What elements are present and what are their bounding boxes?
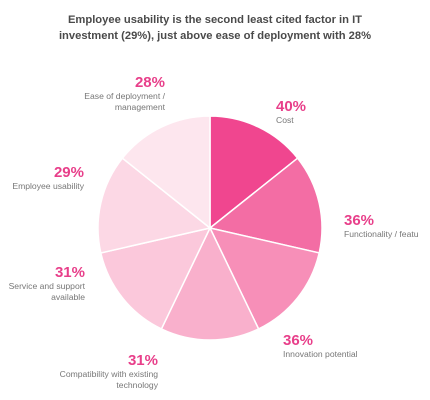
- slice-text-cost: Cost: [276, 115, 294, 125]
- pie-slice-usability: [97, 157, 212, 254]
- pie-slice-cost: [209, 115, 299, 230]
- pie-slice-innovation: [208, 226, 321, 330]
- slice-label-functionality: 36% Functionality / featu: [344, 212, 419, 240]
- chart-title-line-1: Employee usability is the second least c…: [67, 14, 363, 26]
- slice-text-service-line-1: Service and support: [8, 281, 85, 291]
- slice-text-innovation: Innovation potential: [283, 349, 358, 359]
- slice-text-usability: Employee usability: [12, 181, 84, 191]
- pie-slice-ease: [121, 115, 211, 230]
- chart-title-line-2: investment (29%), just above ease of dep…: [58, 30, 372, 42]
- slice-label-innovation: 36% Innovation potential: [283, 332, 358, 360]
- slice-pct-usability: 29%: [53, 164, 84, 181]
- slice-pct-cost: 40%: [276, 98, 307, 115]
- chart-title: Employee usability is the second least c…: [10, 12, 420, 44]
- slice-text-service-line-2: available: [51, 291, 85, 302]
- slice-label-compatibility: 31% Compatibility with existing technolo…: [60, 352, 158, 390]
- slice-label-service: 31% Service and support available: [9, 264, 85, 302]
- slice-pct-service: 31%: [54, 264, 85, 281]
- slice-text-compatibility-line-2: technology: [116, 379, 158, 390]
- pie-slice-functionality: [208, 157, 323, 254]
- slice-pct-innovation: 36%: [283, 332, 314, 349]
- pie-slice-compatibility: [160, 226, 260, 341]
- slice-text-compatibility-line-1: Compatibility with existing: [59, 369, 158, 379]
- slice-text-ease-line-2: management: [114, 101, 165, 112]
- slice-pct-compatibility: 31%: [127, 352, 158, 369]
- slice-text-ease-line-1: Ease of deployment /: [84, 91, 165, 101]
- slice-label-cost: 40% Cost: [276, 98, 306, 126]
- slice-pct-ease: 28%: [134, 74, 165, 91]
- pie-slice-service: [99, 226, 212, 330]
- slice-pct-functionality: 36%: [344, 212, 375, 229]
- slice-label-ease: 28% Ease of deployment / management: [84, 74, 165, 112]
- slice-label-usability: 29% Employee usability: [12, 164, 84, 192]
- slice-text-functionality: Functionality / featu: [344, 229, 419, 239]
